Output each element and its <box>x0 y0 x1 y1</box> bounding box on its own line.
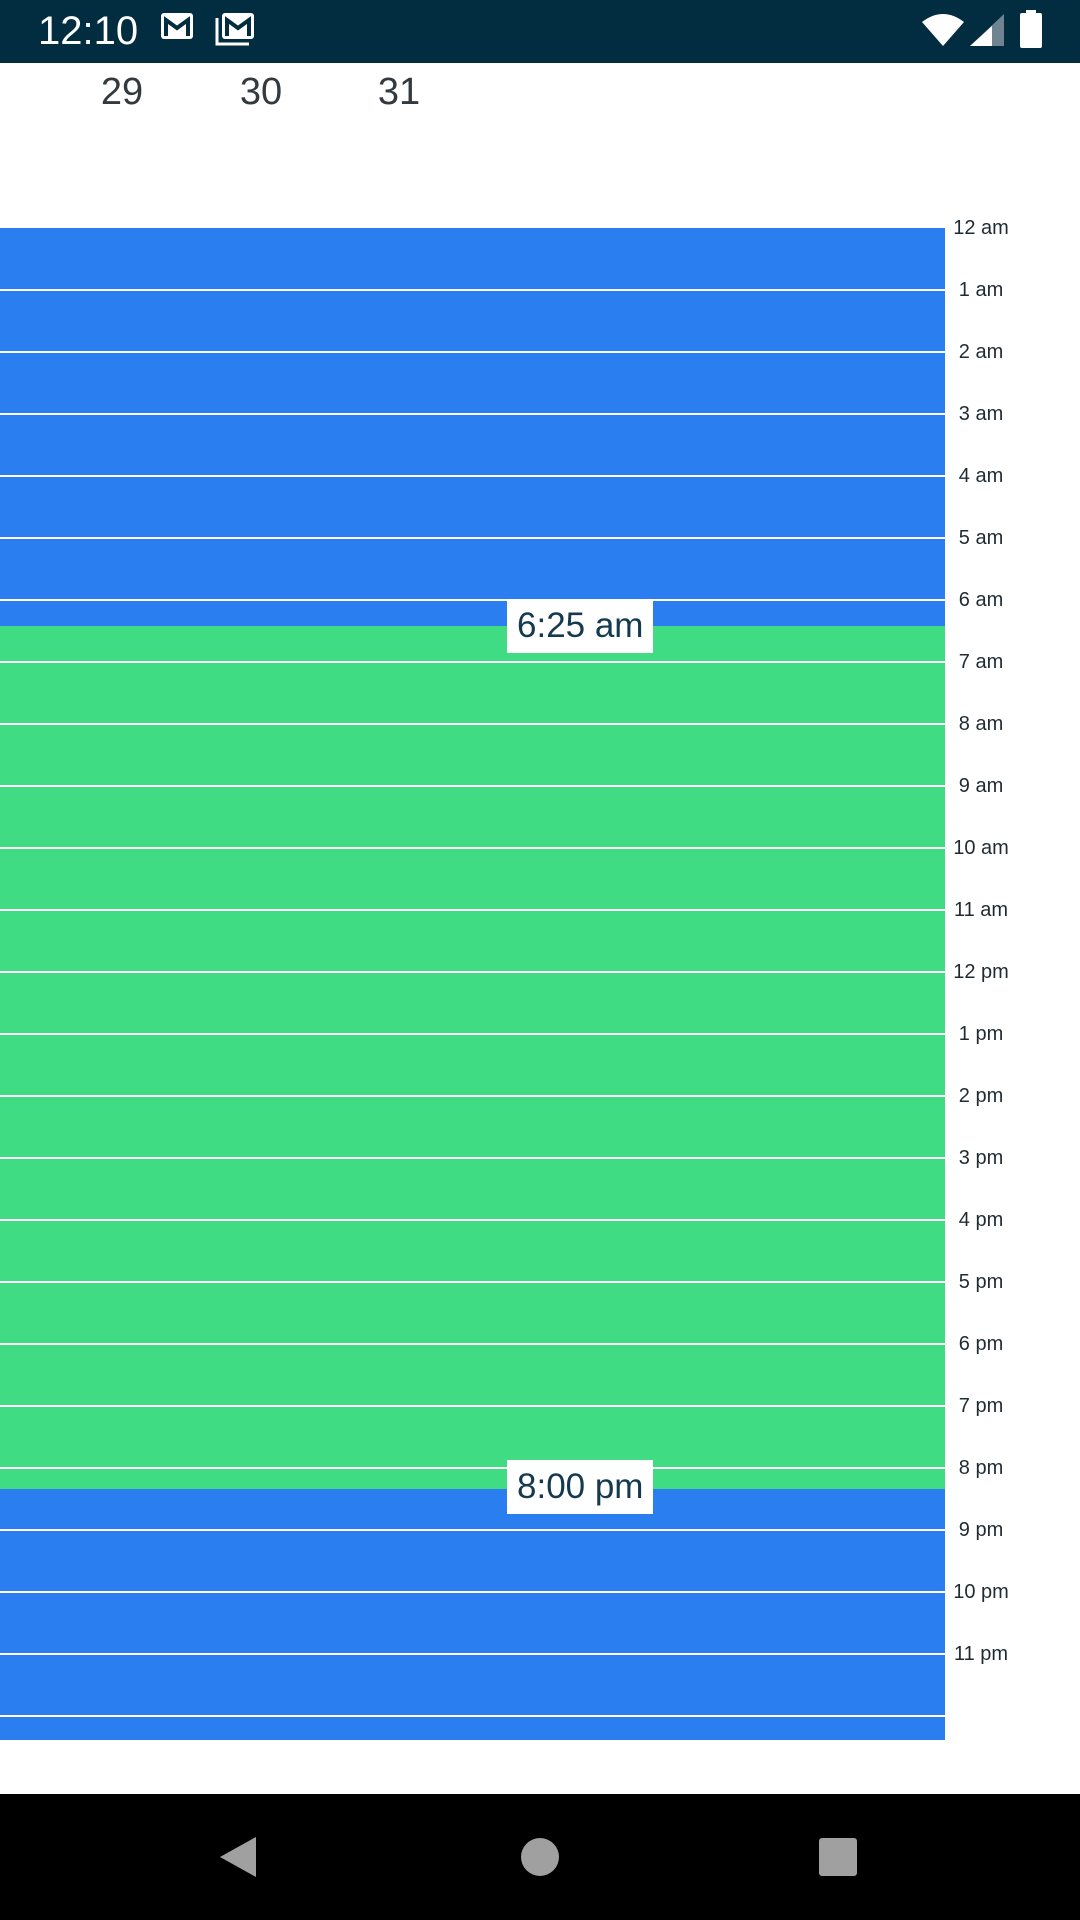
status-time: 12:10 <box>38 9 139 53</box>
hour-label: 5 am <box>958 527 1004 549</box>
back-icon[interactable] <box>210 1827 270 1887</box>
hour-label: 3 pm <box>958 1147 1004 1169</box>
hour-gridline <box>0 1281 945 1283</box>
hour-gridline <box>0 1157 945 1159</box>
hour-label: 8 pm <box>958 1457 1004 1479</box>
hour-gridline <box>0 537 945 539</box>
hour-label: 2 pm <box>958 1085 1004 1107</box>
hour-label: 9 am <box>958 775 1004 797</box>
hour-label: 8 am <box>958 713 1004 735</box>
gmail-stack-icon <box>215 13 254 46</box>
hour-gridline <box>0 723 945 725</box>
hour-gridline <box>0 599 945 601</box>
hour-label: 1 am <box>958 279 1004 301</box>
hour-gridline <box>0 971 945 973</box>
hour-gridline <box>0 413 945 415</box>
hour-gridline <box>0 1095 945 1097</box>
hour-label: 7 pm <box>958 1395 1004 1417</box>
hour-label: 2 am <box>958 341 1004 363</box>
hour-gridline <box>0 289 945 291</box>
hour-label: 11 am <box>953 899 1009 921</box>
signal-icon <box>970 14 1004 46</box>
hour-gridline <box>0 1467 945 1469</box>
date-strip: 29 30 31 <box>0 63 1080 163</box>
hour-gridline <box>0 909 945 911</box>
hour-gridline <box>0 1715 945 1717</box>
hour-label: 11 pm <box>953 1643 1009 1665</box>
date-29[interactable]: 29 <box>100 71 144 113</box>
hour-gridline <box>0 847 945 849</box>
hour-gridline <box>0 475 945 477</box>
hour-label: 10 pm <box>953 1581 1009 1603</box>
hour-label: 10 am <box>953 837 1009 859</box>
hour-label: 6 pm <box>958 1333 1004 1355</box>
night-band-morning <box>0 228 945 626</box>
hour-gridline <box>0 785 945 787</box>
hour-label: 4 pm <box>958 1209 1004 1231</box>
hour-gridline <box>0 1343 945 1345</box>
hour-label: 1 pm <box>958 1023 1004 1045</box>
daylight-band <box>0 625 945 1489</box>
hour-label: 4 am <box>958 465 1004 487</box>
day-timeline[interactable] <box>0 228 945 1740</box>
hour-gridline <box>0 1529 945 1531</box>
hour-label: 12 pm <box>953 961 1009 983</box>
hour-label: 5 pm <box>958 1271 1004 1293</box>
hour-label: 7 am <box>958 651 1004 673</box>
recents-icon[interactable] <box>808 1827 868 1887</box>
hour-gridline <box>0 1219 945 1221</box>
hour-gridline <box>0 1033 945 1035</box>
hour-gridline <box>0 351 945 353</box>
hour-gridline <box>0 1591 945 1593</box>
sunrise-marker: 6:25 am <box>507 598 654 653</box>
home-icon[interactable] <box>510 1827 570 1887</box>
navigation-bar <box>0 1794 1080 1920</box>
night-band-evening <box>0 1488 945 1740</box>
hour-label: 3 am <box>958 403 1004 425</box>
battery-icon <box>1020 10 1042 48</box>
hour-gridline <box>0 1653 945 1655</box>
hour-gridline <box>0 1405 945 1407</box>
gmail-icon <box>161 13 193 39</box>
date-30[interactable]: 30 <box>239 71 283 113</box>
hour-gridline <box>0 661 945 663</box>
wifi-icon <box>922 14 964 46</box>
status-bar: 12:10 <box>0 0 1080 63</box>
date-31[interactable]: 31 <box>377 71 421 113</box>
hour-label: 12 am <box>953 217 1009 239</box>
hour-label: 9 pm <box>958 1519 1004 1541</box>
hour-label: 6 am <box>958 589 1004 611</box>
sunset-marker: 8:00 pm <box>507 1459 654 1514</box>
